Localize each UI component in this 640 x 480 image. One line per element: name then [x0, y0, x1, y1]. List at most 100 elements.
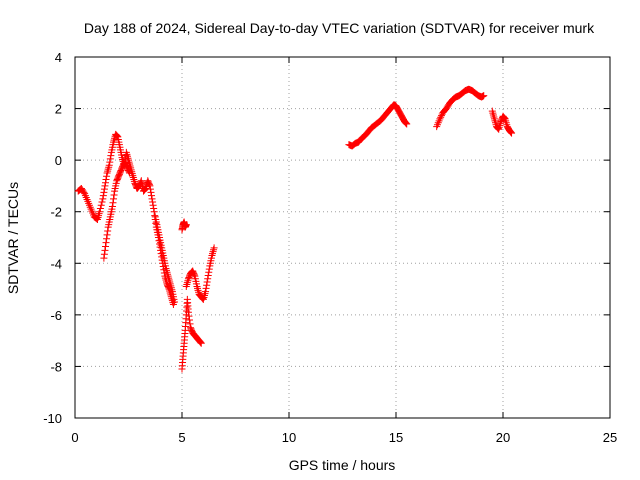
data-point	[203, 281, 211, 289]
data-point	[102, 175, 110, 183]
data-point	[108, 203, 116, 211]
chart-title: Day 188 of 2024, Sidereal Day-to-day VTE…	[84, 20, 595, 36]
x-tick-label: 10	[282, 430, 296, 445]
data-point	[104, 165, 112, 173]
data-point	[104, 167, 112, 175]
y-tick-labels: -10 -8 -6 -4 -2 0 2 4	[43, 50, 62, 426]
data-point	[147, 188, 155, 196]
data-point	[204, 275, 212, 283]
data-point	[210, 246, 218, 254]
data-point	[205, 265, 213, 273]
data-series	[151, 213, 179, 306]
data-point	[151, 212, 159, 220]
data-point	[105, 161, 113, 169]
y-tick-label: 2	[55, 102, 62, 117]
plot-frame	[74, 56, 611, 419]
x-tick-label: 0	[71, 430, 78, 445]
data-point	[149, 201, 157, 209]
data-point	[96, 208, 104, 216]
data-point	[202, 284, 210, 292]
data-point	[107, 152, 115, 160]
data-point	[494, 125, 502, 133]
y-tick-label: -2	[50, 205, 62, 220]
data-point	[210, 244, 218, 252]
data-point	[196, 338, 204, 346]
data-point	[202, 288, 210, 296]
data-point	[489, 111, 497, 119]
data-point	[182, 282, 190, 290]
data-series	[488, 107, 516, 137]
data-point	[197, 339, 205, 347]
y-tick-label: -10	[43, 411, 62, 426]
data-point	[171, 298, 179, 306]
data-point	[103, 231, 111, 239]
data-point	[500, 114, 508, 122]
data-point	[194, 284, 202, 292]
data-point	[489, 109, 497, 117]
data-point	[103, 172, 111, 180]
y-tick-label: 0	[55, 153, 62, 168]
data-series	[100, 159, 134, 262]
data-point	[148, 192, 156, 200]
y-axis-label: SDTVAR / TECUs	[5, 182, 21, 294]
data-point	[186, 320, 194, 328]
data-point	[199, 295, 207, 303]
data-point	[182, 221, 190, 229]
data-series	[178, 295, 205, 373]
data-point	[183, 279, 191, 287]
data-point	[99, 195, 107, 203]
data-point	[99, 192, 107, 200]
data-point	[490, 115, 498, 123]
data-point	[184, 308, 192, 316]
data-point	[403, 120, 411, 128]
data-point	[101, 179, 109, 187]
data-point	[209, 248, 217, 256]
data-point	[100, 188, 108, 196]
data-point	[205, 268, 213, 276]
data-point	[141, 186, 149, 194]
data-point	[150, 208, 158, 216]
data-point	[480, 92, 488, 100]
data-point	[106, 155, 114, 163]
data-series	[178, 218, 190, 234]
data-point	[125, 168, 133, 176]
data-point	[488, 107, 496, 115]
x-axis-label: GPS time / hours	[289, 457, 396, 473]
data-point	[190, 271, 198, 279]
data-point	[203, 278, 211, 286]
data-point	[126, 169, 134, 177]
data-point	[185, 312, 193, 320]
data-series	[74, 130, 177, 309]
data-point	[80, 188, 88, 196]
data-point	[402, 119, 410, 127]
x-tick-label: 15	[389, 430, 403, 445]
data-point	[100, 250, 108, 258]
data-point	[101, 243, 109, 251]
data-point	[109, 199, 117, 207]
data-series	[345, 101, 411, 150]
data-point	[137, 178, 145, 186]
ticks	[74, 56, 611, 419]
data-points	[74, 85, 516, 373]
data-point	[436, 115, 444, 123]
data-point	[197, 339, 205, 347]
data-point	[148, 195, 156, 203]
x-tick-labels: 0 5 10 15 20 25	[71, 430, 617, 445]
data-point	[185, 316, 193, 324]
y-tick-label: 4	[55, 50, 62, 65]
data-point	[129, 174, 137, 182]
data-point	[96, 204, 104, 212]
data-point	[98, 198, 106, 206]
data-point	[169, 299, 177, 307]
data-point	[150, 204, 158, 212]
x-tick-label: 5	[178, 430, 185, 445]
data-point	[101, 182, 109, 190]
data-point	[123, 150, 131, 158]
data-point	[183, 281, 191, 289]
data-point	[103, 169, 111, 177]
y-tick-label: -8	[50, 359, 62, 374]
data-point	[113, 132, 121, 140]
data-point	[102, 239, 110, 247]
data-point	[100, 254, 108, 262]
